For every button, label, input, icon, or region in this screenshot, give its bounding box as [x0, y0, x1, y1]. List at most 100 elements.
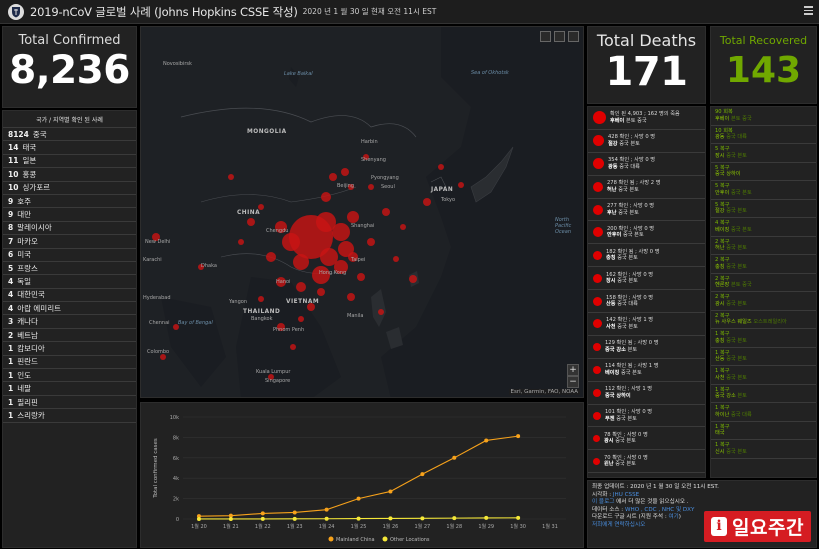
death-row[interactable]: 278 확인 됨 ; 사망 2 명 허난 중국 본토: [588, 176, 705, 199]
basemap-gallery-icon[interactable]: [568, 31, 579, 42]
country-row[interactable]: 1 스리랑카: [3, 409, 136, 423]
country-row[interactable]: 4 독일: [3, 275, 136, 289]
world-map[interactable]: [141, 27, 584, 398]
country-row[interactable]: 1 핀란드: [3, 356, 136, 370]
death-row[interactable]: 70 확인 ; 사망 0 명 윈난 중국 본토: [588, 450, 705, 474]
bookmark-icon[interactable]: [540, 31, 551, 42]
country-row[interactable]: 4 아랍 에미리트: [3, 302, 136, 316]
country-row[interactable]: 9 호주: [3, 195, 136, 209]
case-dot-icon: [593, 388, 601, 397]
download-link[interactable]: 여기: [668, 514, 679, 521]
country-row[interactable]: 1 필리핀: [3, 396, 136, 410]
list-icon[interactable]: [554, 31, 565, 42]
death-place: 충칭: [606, 255, 616, 262]
country-name: 싱가포르: [22, 183, 51, 193]
death-region: 본토 중국: [625, 117, 647, 124]
death-row[interactable]: 142 확인 ; 사망 1 명 사천 중국 본토: [588, 313, 705, 336]
blog-link[interactable]: 이 블로그: [592, 499, 615, 506]
chart-panel: 0 2k 4k 6k 8k 10k Total confirmed cases 1월 20 1월…: [140, 402, 584, 548]
y-tick-label: 10k: [170, 415, 179, 421]
death-row[interactable]: 114 확인 됨 ; 사망 1 명 베이징 중국 본토: [588, 359, 705, 382]
recovered-count: 2 복구: [715, 238, 730, 245]
recovered-row[interactable]: 2 복구 뉴 사우스 웨일즈 오스트레일리아: [711, 311, 816, 329]
zoom-in-button[interactable]: +: [567, 364, 579, 376]
recovered-row[interactable]: 2 복구 광시 중국 본토: [711, 292, 816, 311]
country-row[interactable]: 5 프랑스: [3, 262, 136, 276]
death-place: 장시: [606, 278, 616, 285]
map-panel[interactable]: Novosibirsk Lake Baikal Sea of Okhotsk M…: [140, 26, 584, 398]
country-row[interactable]: 8 말레이시아: [3, 222, 136, 236]
country-row[interactable]: 10 싱가포르: [3, 182, 136, 195]
recovered-place: 장시: [715, 152, 725, 159]
death-place: 절강: [608, 140, 618, 147]
recovered-row[interactable]: 1 복구 하이난 중국 대륙: [711, 403, 816, 422]
hamburger-menu-icon[interactable]: [804, 6, 813, 16]
map-label: CHINA: [237, 210, 261, 216]
y-axis-label: Total confirmed cases: [153, 438, 159, 499]
recovered-row[interactable]: 5 복구 절강 중국 본토: [711, 200, 816, 218]
country-row[interactable]: 6 미국: [3, 249, 136, 262]
death-row[interactable]: 158 확인 ; 사망 0 명 산둥 중국 대륙: [588, 290, 705, 314]
data-point: [516, 434, 521, 439]
country-count: 6: [8, 250, 14, 260]
death-row[interactable]: 162 확인 ; 사망 0 명 장시 중국 본토: [588, 267, 705, 291]
data-point: [452, 516, 457, 521]
country-row[interactable]: 2 베트남: [3, 329, 136, 343]
map-label: Tokyo: [441, 197, 455, 203]
total-recovered-value: 143: [725, 50, 802, 91]
country-row[interactable]: 14 태국: [3, 141, 136, 155]
recovered-row[interactable]: 5 복구 장시 중국 본토: [711, 144, 816, 163]
country-row[interactable]: 8124 중국: [3, 128, 136, 142]
death-row[interactable]: 129 확인 됨 ; 사망 0 명 중국 강소 본토: [588, 336, 705, 359]
country-row[interactable]: 1 네팔: [3, 382, 136, 396]
country-name: 캄보디아: [17, 343, 45, 353]
country-row[interactable]: 1 캄보디아: [3, 342, 136, 356]
death-counts: 354 확인 ; 사망 0 명: [608, 157, 656, 164]
death-row[interactable]: 112 확인 ; 사망 1 명 중국 상하이: [588, 382, 705, 405]
death-row[interactable]: 182 확인 됨 ; 사망 0 명 충칭 중국 본토: [588, 244, 705, 268]
map-label: Beijing: [337, 183, 355, 189]
death-row[interactable]: 101 확인 ; 사망 0 명 푸젠 중국 본토: [588, 405, 705, 428]
jhu-csse-link[interactable]: JHU CSSE: [612, 491, 640, 498]
death-place: 중국 강소: [605, 346, 626, 353]
country-row[interactable]: 3 캐나다: [3, 315, 136, 329]
country-row[interactable]: 11 일본: [3, 155, 136, 169]
sources-links[interactable]: WHO , CDC , NHC 및 DXY: [624, 506, 695, 513]
recovered-row[interactable]: 2 복구 허난 중국 본토: [711, 237, 816, 255]
death-row[interactable]: 확인 된 4,903 ; 162 명의 죽음 후베이 본토 중국: [588, 107, 705, 130]
zoom-out-button[interactable]: −: [567, 376, 579, 388]
country-row[interactable]: 7 마카오: [3, 235, 136, 249]
download-prefix: 다운로드 구글 시트 (지원 주석 :: [592, 514, 669, 521]
country-row[interactable]: 9 대만: [3, 208, 136, 222]
death-row[interactable]: 277 확인 ; 사망 0 명 후난 중국 본토: [588, 199, 705, 222]
death-place: 윈난: [604, 461, 614, 468]
country-row[interactable]: 1 인도: [3, 369, 136, 383]
recovered-row[interactable]: 1 복구 산둥 중국 본토: [711, 348, 816, 366]
recovered-count: 1 복구: [715, 442, 730, 448]
recovered-row[interactable]: 5 복구 중국 상하이: [711, 163, 816, 181]
death-counts: 70 확인 ; 사망 0 명: [604, 454, 648, 461]
recovered-row[interactable]: 5 복구 안후이 중국 본토: [711, 181, 816, 200]
death-row-text: 101 확인 ; 사망 0 명 푸젠 중국 본토: [605, 409, 652, 422]
death-row[interactable]: 200 확인 ; 사망 0 명 안후이 중국 본토: [588, 221, 705, 245]
recovered-row[interactable]: 2 복구 헨론장 본토 중국: [711, 274, 816, 292]
recovered-row[interactable]: 1 복구 충칭 중국 본토: [711, 329, 816, 348]
recovered-row[interactable]: 4 복구 베이징 중국 본토: [711, 218, 816, 237]
recovered-row[interactable]: 1 복구 사천 중국 본토: [711, 366, 816, 385]
country-row[interactable]: 10 홍콩: [3, 168, 136, 182]
recovered-row[interactable]: 2 복구 충칭 중국 본토: [711, 255, 816, 274]
recovered-row[interactable]: 90 회복 후베이 본토 중국: [711, 107, 816, 126]
death-row[interactable]: 78 확인 ; 사망 0 명 광시 중국 본토: [588, 427, 705, 451]
recovered-row[interactable]: 1 복구 신시 중국 본토: [711, 440, 816, 459]
death-row[interactable]: 65 확인 ; 사망 1 명허베이 중국 대륙: [588, 473, 705, 477]
feedback-link[interactable]: 저희에게 연락하십시오: [592, 521, 646, 528]
case-dot-icon: [593, 411, 601, 420]
recovered-row[interactable]: 1 복구 태국: [711, 422, 816, 440]
country-row[interactable]: 4 대한민국: [3, 289, 136, 303]
x-tick-label: 1월 27: [415, 523, 431, 530]
recovered-row[interactable]: 1 복구 중국 강소 본토: [711, 385, 816, 403]
death-row[interactable]: 428 확인 ; 사망 0 명 절강 중국 본토: [588, 130, 705, 153]
death-row[interactable]: 354 확인 ; 사망 0 명 광동 중국 대륙: [588, 153, 705, 176]
recovered-row[interactable]: 10 회복 광동 중국 대륙: [711, 126, 816, 144]
recovered-place: 충칭: [715, 337, 725, 344]
